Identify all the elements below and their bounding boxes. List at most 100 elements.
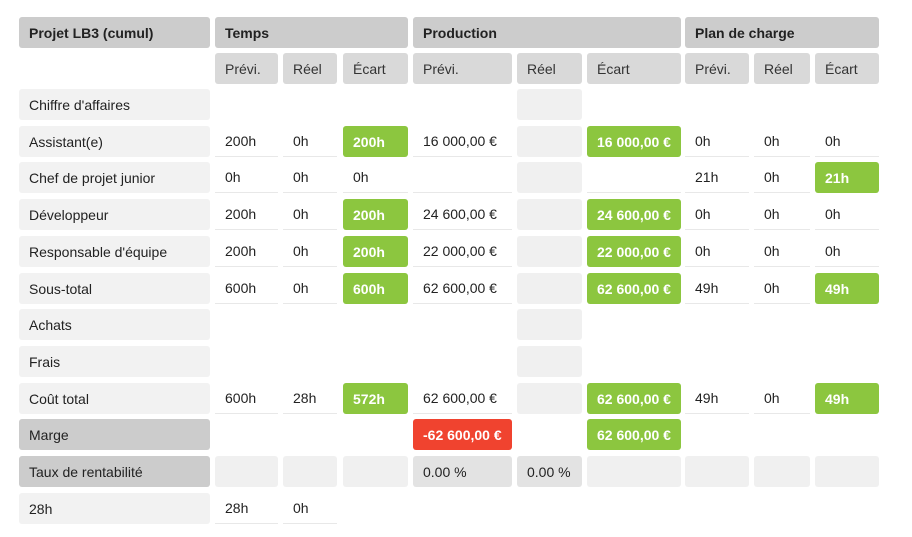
table-cell <box>343 346 408 377</box>
row-label: Chef de projet junior <box>19 162 210 193</box>
table-cell: 21h <box>685 162 749 193</box>
table-cell <box>517 126 582 157</box>
table-cell: 0h <box>815 199 879 230</box>
table-cell: 0h <box>343 162 408 193</box>
table-cell: 0h <box>685 199 749 230</box>
positive-value: 24 600,00 € <box>587 199 681 230</box>
table-cell <box>587 309 681 340</box>
column-header: Prévi. <box>215 53 278 84</box>
positive-value: 572h <box>343 383 408 414</box>
table-cell <box>413 89 512 120</box>
positive-value: 200h <box>343 199 408 230</box>
table-cell: 200h <box>215 199 278 230</box>
table-cell: 0.00 % <box>413 456 512 487</box>
table-cell <box>413 346 512 377</box>
table-cell <box>283 419 337 450</box>
table-cell <box>413 162 512 193</box>
table-cell <box>815 89 879 120</box>
row-label: Chiffre d'affaires <box>19 89 210 120</box>
table-cell <box>587 162 681 193</box>
table-cell <box>517 346 582 377</box>
table-cell: 200h <box>215 126 278 157</box>
table-cell <box>283 346 337 377</box>
table-cell <box>215 419 278 450</box>
table-cell: 0h <box>754 383 810 414</box>
table-cell: 200h <box>215 236 278 267</box>
table-cell <box>517 383 582 414</box>
table-cell: 49h <box>685 383 749 414</box>
group-header: Production <box>413 17 681 48</box>
row-label: Responsable d'équipe <box>19 236 210 267</box>
table-cell <box>685 456 749 487</box>
table-cell: 0h <box>283 162 337 193</box>
table-cell: 600h <box>215 273 278 304</box>
table-cell: 0h <box>283 493 337 524</box>
table-cell: 0h <box>754 273 810 304</box>
table-cell <box>587 89 681 120</box>
table-cell <box>754 309 810 340</box>
table-cell <box>215 309 278 340</box>
row-label: Frais <box>19 346 210 377</box>
column-header: Réel <box>517 53 582 84</box>
positive-value: 62 600,00 € <box>587 419 681 450</box>
table-cell: 0h <box>815 126 879 157</box>
table-cell: 0h <box>283 126 337 157</box>
column-header: Écart <box>815 53 879 84</box>
row-label: Taux de rentabilité <box>19 456 210 487</box>
table-cell: 28h <box>215 493 278 524</box>
table-cell <box>343 419 408 450</box>
group-header: Temps <box>215 17 408 48</box>
table-cell <box>517 273 582 304</box>
column-header: Prévi. <box>413 53 512 84</box>
table-cell: 0h <box>685 236 749 267</box>
group-header: Plan de charge <box>685 17 879 48</box>
column-header: Réel <box>283 53 337 84</box>
table-cell: 0h <box>754 236 810 267</box>
table-cell <box>413 309 512 340</box>
row-label: Achats <box>19 309 210 340</box>
column-header: Prévi. <box>685 53 749 84</box>
table-cell: 0h <box>283 273 337 304</box>
row-label: Marge <box>19 419 210 450</box>
project-title: Projet LB3 (cumul) <box>19 17 210 48</box>
row-label: Sous-total <box>19 273 210 304</box>
table-cell <box>283 309 337 340</box>
column-header: Réel <box>754 53 810 84</box>
table-cell <box>754 456 810 487</box>
table-cell <box>685 346 749 377</box>
table-cell <box>754 419 810 450</box>
table-cell: 49h <box>685 273 749 304</box>
positive-value: 49h <box>815 383 879 414</box>
table-cell <box>215 456 278 487</box>
table-cell: 600h <box>215 383 278 414</box>
table-cell: 0h <box>215 162 278 193</box>
table-cell <box>587 456 681 487</box>
table-cell: 16 000,00 € <box>413 126 512 157</box>
table-cell <box>343 456 408 487</box>
positive-value: 200h <box>343 126 408 157</box>
table-cell: 0.00 % <box>517 456 582 487</box>
table-cell: 28h <box>283 383 337 414</box>
table-cell <box>343 89 408 120</box>
table-cell <box>685 419 749 450</box>
table-cell <box>517 309 582 340</box>
column-header: Écart <box>343 53 408 84</box>
table-cell: 24 600,00 € <box>413 199 512 230</box>
table-cell: 0h <box>283 236 337 267</box>
table-cell <box>283 456 337 487</box>
positive-value: 200h <box>343 236 408 267</box>
column-header: Écart <box>587 53 681 84</box>
positive-value: 600h <box>343 273 408 304</box>
table-cell <box>517 89 582 120</box>
table-cell: 22 000,00 € <box>413 236 512 267</box>
table-cell <box>283 89 337 120</box>
positive-value: 62 600,00 € <box>587 383 681 414</box>
positive-value: 49h <box>815 273 879 304</box>
table-cell <box>754 89 810 120</box>
table-cell: 0h <box>754 199 810 230</box>
table-cell <box>587 346 681 377</box>
table-cell <box>517 162 582 193</box>
table-cell: 62 600,00 € <box>413 273 512 304</box>
table-cell: 0h <box>685 126 749 157</box>
